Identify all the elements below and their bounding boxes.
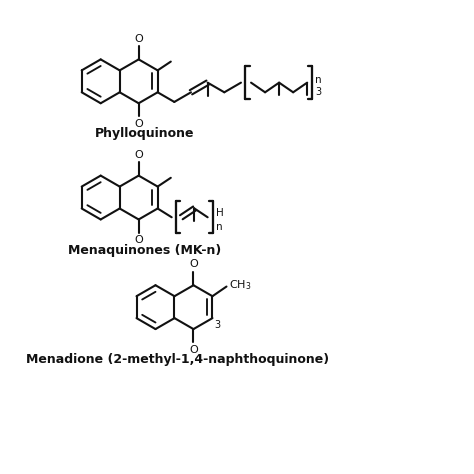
Text: 3: 3 [214,320,220,330]
Text: Menadione (2-methyl-1,4-naphthoquinone): Menadione (2-methyl-1,4-naphthoquinone) [26,353,329,366]
Text: O: O [134,119,143,129]
Text: O: O [189,345,198,355]
Text: O: O [134,34,143,44]
Text: O: O [189,259,198,269]
Text: n: n [315,75,322,85]
Text: CH$_3$: CH$_3$ [229,278,252,292]
Text: 3: 3 [315,87,321,97]
Text: O: O [134,150,143,160]
Text: O: O [134,235,143,245]
Text: H: H [216,208,224,218]
Text: n: n [216,222,223,232]
Text: Menaquinones (MK-n): Menaquinones (MK-n) [68,244,221,256]
Text: Phylloquinone: Phylloquinone [95,128,194,140]
